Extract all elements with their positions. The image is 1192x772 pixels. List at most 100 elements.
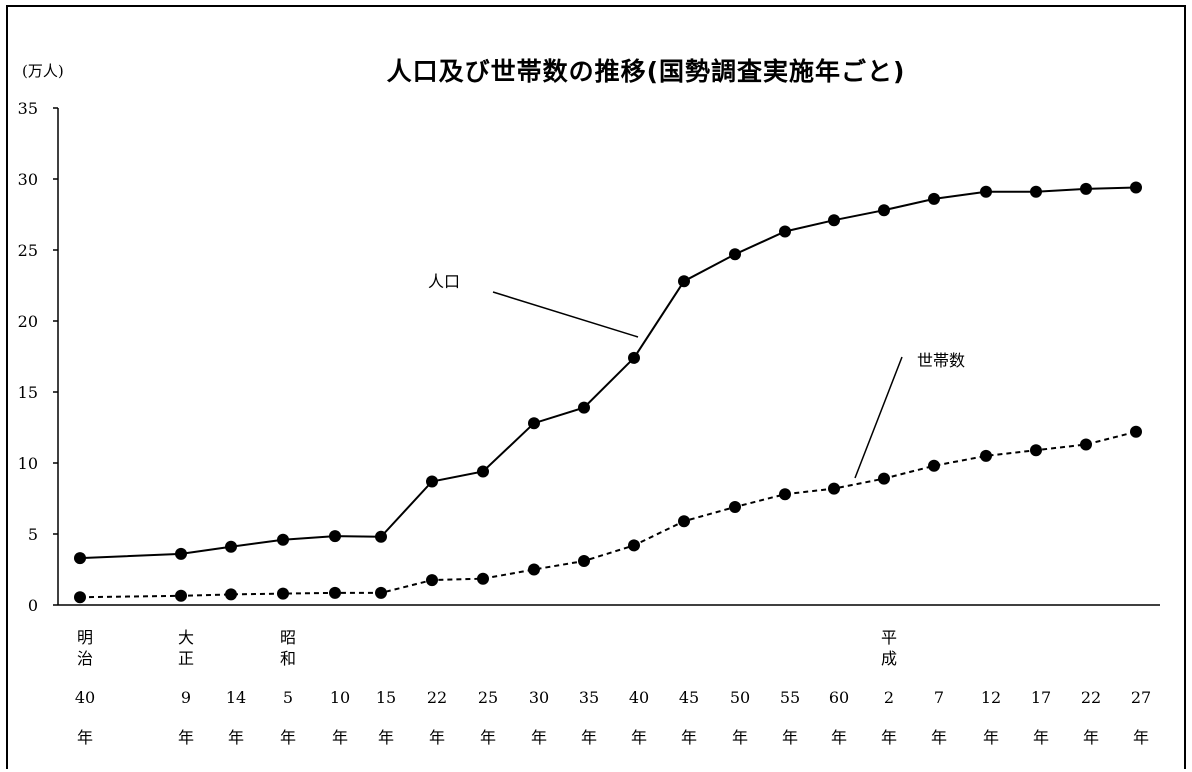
era-label-top-0: 明 [77, 628, 93, 647]
y-axis-unit: (万人) [22, 62, 64, 80]
data-point-s1-3 [277, 587, 289, 600]
x-tick-label-13: 55 [780, 688, 800, 707]
data-point-s1-15 [878, 472, 890, 485]
x-suffix-label-9: 年 [581, 728, 597, 747]
y-tick-label: 15 [18, 383, 38, 402]
x-tick-label-14: 60 [829, 688, 849, 707]
data-point-s1-8 [528, 563, 540, 576]
data-point-s0-15 [878, 204, 890, 217]
data-point-s0-9 [578, 401, 590, 414]
chart-title: 人口及び世帯数の推移(国勢調査実施年ごと) [386, 57, 906, 86]
x-suffix-label-13: 年 [782, 728, 798, 747]
data-point-s0-6 [426, 475, 438, 488]
series-line-1 [79, 430, 1137, 599]
data-point-s1-4 [329, 586, 341, 599]
data-point-s1-9 [578, 555, 590, 567]
y-tick-label: 30 [18, 170, 38, 189]
data-point-s1-19 [1080, 438, 1092, 451]
data-point-s0-3 [277, 533, 289, 546]
x-tick-label-20: 27 [1131, 688, 1151, 707]
x-tick-label-18: 17 [1031, 688, 1051, 707]
series-line-0 [79, 186, 1137, 560]
data-point-s1-18 [1030, 444, 1042, 457]
data-point-s0-20 [1130, 181, 1142, 194]
x-tick-label-2: 14 [226, 688, 246, 707]
x-suffix-label-16: 年 [931, 728, 947, 747]
x-suffix-label-18: 年 [1033, 728, 1049, 747]
data-point-s0-11 [678, 275, 690, 288]
data-point-s1-10 [628, 539, 640, 552]
data-point-s0-2 [225, 540, 237, 553]
x-suffix-label-20: 年 [1133, 728, 1149, 747]
x-axis-labels: 明治 大正 昭和 平成 40 年 9 年 14 年 5 年 10 年 15 年 22 年 25 年 30 年 35 年 40 年 4… [75, 628, 1151, 747]
data-point-s0-18 [1030, 185, 1042, 198]
x-tick-label-16: 7 [934, 688, 944, 707]
era-label-bottom-1: 正 [178, 649, 194, 668]
x-tick-label-19: 22 [1081, 688, 1101, 707]
data-point-s0-7 [477, 465, 489, 478]
x-suffix-label-3: 年 [280, 728, 296, 747]
data-point-s1-17 [980, 449, 992, 462]
x-suffix-label-5: 年 [378, 728, 394, 747]
x-suffix-label-17: 年 [983, 728, 999, 747]
data-point-s1-6 [426, 574, 438, 587]
data-point-s1-20 [1130, 425, 1142, 438]
data-point-s0-10 [628, 351, 640, 364]
data-point-s1-14 [828, 482, 840, 495]
era-label-top-3: 平 [881, 628, 897, 647]
leader-population [492, 291, 639, 338]
x-suffix-label-10: 年 [631, 728, 647, 747]
data-point-s0-1 [175, 547, 187, 560]
x-suffix-label-14: 年 [831, 728, 847, 747]
data-point-s1-0 [74, 591, 86, 604]
x-tick-label-4: 10 [330, 688, 350, 707]
x-tick-label-12: 50 [730, 688, 750, 707]
y-tick-label: 0 [28, 596, 38, 615]
annotation-leaders [492, 291, 903, 479]
x-tick-label-7: 25 [478, 688, 498, 707]
x-suffix-label-11: 年 [681, 728, 697, 747]
x-suffix-label-6: 年 [429, 728, 445, 747]
era-label-top-1: 大 [178, 628, 194, 647]
annotation-households: 世帯数 [917, 351, 965, 370]
leader-households [854, 356, 903, 479]
x-tick-label-0: 40 [75, 688, 95, 707]
data-point-s0-0 [74, 552, 86, 565]
y-tick-label: 25 [18, 241, 38, 260]
x-tick-label-9: 35 [579, 688, 599, 707]
data-point-s1-1 [175, 589, 187, 602]
data-point-s0-12 [729, 248, 741, 261]
data-point-s0-13 [779, 225, 791, 238]
data-point-s1-5 [375, 586, 387, 599]
data-point-s0-16 [928, 192, 940, 205]
y-tick-label: 10 [18, 454, 38, 473]
data-point-s0-14 [828, 214, 840, 227]
data-point-s0-19 [1080, 182, 1092, 195]
y-tick-label: 20 [18, 312, 38, 331]
x-suffix-label-4: 年 [332, 728, 348, 747]
x-tick-label-10: 40 [629, 688, 649, 707]
x-suffix-label-1: 年 [178, 728, 194, 747]
data-point-s0-17 [980, 185, 992, 198]
x-suffix-label-0: 年 [77, 728, 93, 747]
x-tick-label-6: 22 [427, 688, 447, 707]
data-point-s1-11 [678, 515, 690, 528]
x-suffix-label-7: 年 [480, 728, 496, 747]
era-label-bottom-0: 治 [77, 649, 93, 668]
x-suffix-label-2: 年 [228, 728, 244, 747]
x-tick-label-11: 45 [679, 688, 699, 707]
data-point-s1-12 [729, 501, 741, 513]
era-label-top-2: 昭 [280, 628, 296, 647]
data-point-s1-7 [477, 572, 489, 585]
data-point-s0-5 [375, 530, 387, 543]
data-point-s0-4 [329, 530, 341, 543]
y-tick-labels: 0 5 10 15 20 25 30 35 [18, 99, 38, 615]
x-tick-label-15: 2 [884, 688, 894, 707]
y-tick-label: 35 [18, 99, 38, 118]
y-tick-label: 5 [28, 525, 38, 544]
x-tick-label-5: 15 [376, 688, 396, 707]
data-point-s0-8 [528, 417, 540, 430]
data-point-s1-16 [928, 459, 940, 472]
